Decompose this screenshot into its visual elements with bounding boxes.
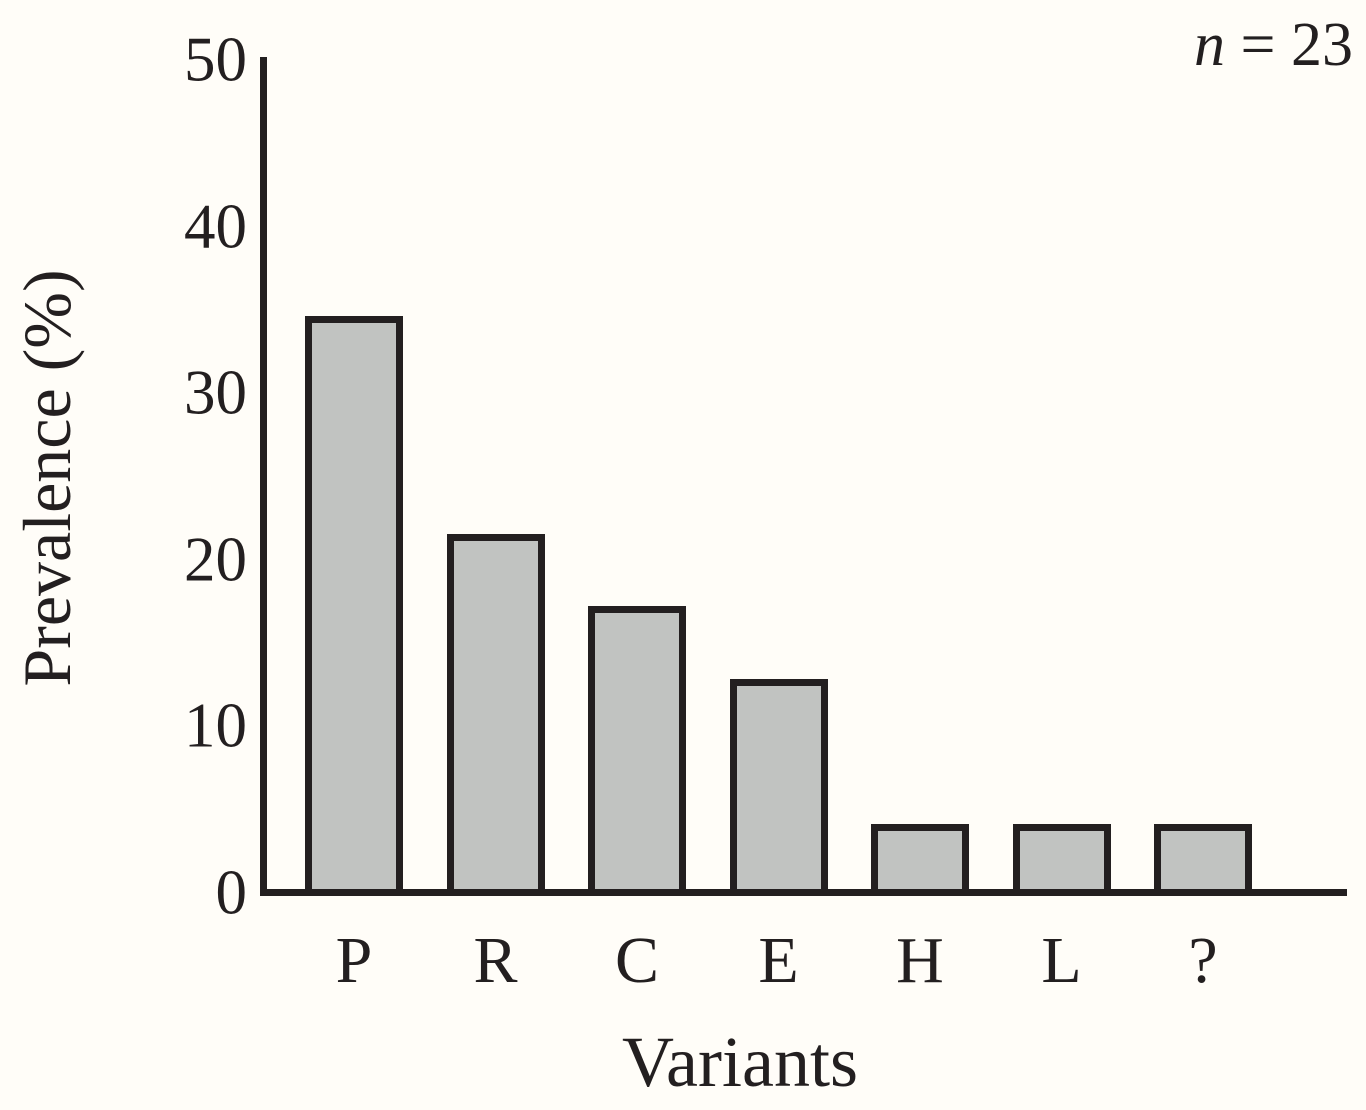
y-tick-label-30: 30 bbox=[184, 357, 247, 428]
bar-? bbox=[1154, 824, 1252, 896]
x-category-label-?: ? bbox=[1188, 924, 1218, 997]
y-tick-label-50: 50 bbox=[184, 24, 247, 95]
sample-size-annotation: n = 23 bbox=[0, 14, 1353, 76]
y-tick-label-20: 20 bbox=[184, 524, 247, 595]
x-category-label-R: R bbox=[473, 924, 518, 997]
y-axis-title: Prevalence (%) bbox=[9, 269, 85, 687]
y-tick-label-0: 0 bbox=[215, 857, 248, 928]
x-category-label-L: L bbox=[1041, 924, 1082, 997]
sample-size-symbol: n bbox=[1194, 11, 1226, 79]
y-tick-label-40: 40 bbox=[184, 191, 247, 262]
sample-size-value: = 23 bbox=[1225, 11, 1353, 79]
bar-E bbox=[729, 679, 828, 896]
y-tick-label-10: 10 bbox=[184, 690, 247, 761]
x-category-label-P: P bbox=[335, 924, 373, 997]
x-axis-title: Variants bbox=[622, 1022, 858, 1102]
x-category-label-E: E bbox=[758, 924, 799, 997]
bar-C bbox=[588, 606, 686, 896]
bar-P bbox=[305, 316, 403, 896]
x-category-label-C: C bbox=[614, 924, 660, 997]
y-axis-line bbox=[260, 57, 267, 896]
bar-L bbox=[1012, 824, 1111, 896]
bar-R bbox=[446, 534, 545, 896]
x-category-label-H: H bbox=[896, 924, 944, 997]
bar-H bbox=[871, 824, 969, 896]
